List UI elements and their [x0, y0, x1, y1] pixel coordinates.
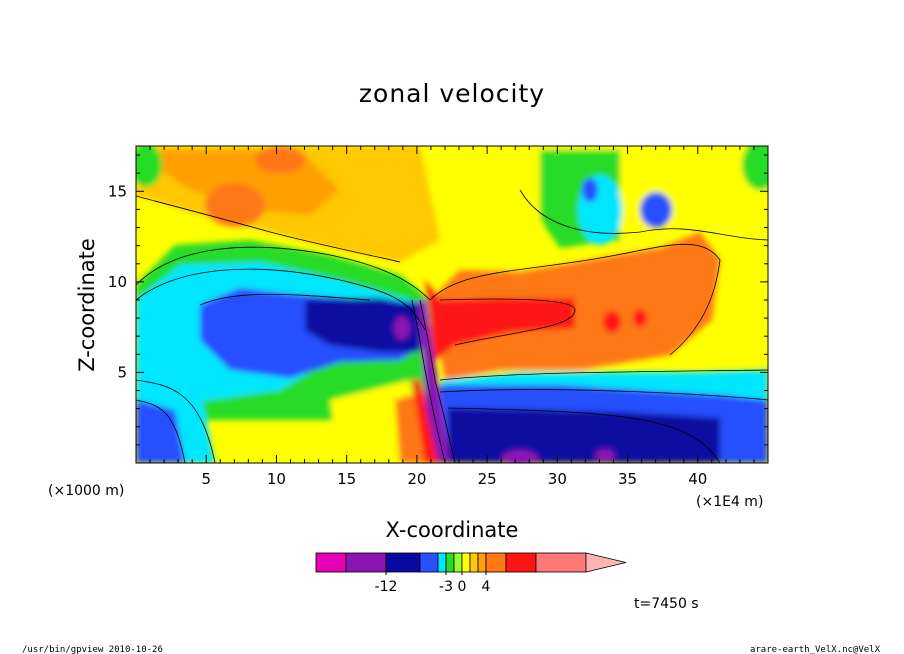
colorbar-box: [345, 552, 387, 573]
right-red-blob-2: [633, 309, 647, 327]
upper-right-blue-blob-2: [582, 178, 598, 202]
jump-red-strip: [412, 380, 438, 463]
chart-title: zonal velocity: [359, 79, 545, 108]
jump-purple-strip: [418, 300, 450, 463]
right-purple-blob-2: [595, 449, 615, 461]
colorbar-box: [461, 552, 471, 573]
y-tick-label: 10: [108, 273, 127, 291]
upper-right-blue-blob-1: [640, 192, 672, 228]
upper-right-green-blob: [742, 146, 768, 190]
upper-orange-blob: [205, 183, 265, 227]
lower-left-blue-region: [136, 400, 185, 463]
footer-left: /usr/bin/gpview 2010-10-26: [22, 645, 163, 654]
x-axis-label: X-coordinate: [386, 518, 519, 542]
left-darkblue-core: [305, 298, 420, 352]
x-tick-label: 20: [407, 470, 426, 488]
axis-ticks: 5 10 15 20 25 30 35 40 5 10 15: [108, 146, 768, 488]
colorbar-tick-label: -3: [439, 579, 453, 595]
colorbar-box: [315, 552, 347, 573]
colorbar-tick-label: -12: [375, 579, 398, 595]
plot-frame: [135, 145, 769, 464]
colorbar-box: [535, 552, 587, 573]
colorbar-tick-label: 4: [482, 579, 491, 595]
time-annotation: t=7450 s: [634, 596, 699, 612]
colorbar-box: [477, 552, 487, 573]
right-red-blob-1: [603, 311, 621, 333]
x-tick-label: 35: [618, 470, 637, 488]
right-purple-blob: [502, 450, 538, 463]
x-tick-label: 25: [478, 470, 497, 488]
y-scale-label: (×1000 m): [48, 483, 124, 499]
colorbar-box: [469, 552, 479, 573]
right-darkblue-core: [448, 408, 720, 463]
colorbar-box: [505, 552, 537, 573]
y-tick-label: 5: [117, 363, 127, 381]
x-scale-label: (×1E4 m): [696, 494, 763, 510]
velocity-field: [136, 146, 768, 463]
top-orange-blob: [255, 146, 305, 174]
x-tick-label: 10: [267, 470, 286, 488]
colorbar-extend-arrow: [585, 552, 627, 573]
colorbar-tick-label: 0: [458, 579, 467, 595]
footer-right: arare-earth_VelX.nc@VelX: [750, 645, 881, 654]
x-tick-label: 15: [337, 470, 356, 488]
x-tick-label: 5: [201, 470, 211, 488]
colorbar-box: [445, 552, 455, 573]
x-tick-label: 40: [688, 470, 707, 488]
colorbar-box: [385, 552, 421, 573]
colorbar-box: [437, 552, 447, 573]
colorbar-box: [419, 552, 439, 573]
colorbar-box: [485, 552, 507, 573]
colorbar-box: [453, 552, 463, 573]
x-tick-label: 30: [548, 470, 567, 488]
y-tick-label: 15: [108, 182, 127, 200]
colorbar: -12 -3 0 4: [315, 552, 627, 595]
y-axis-label: Z-coordinate: [75, 238, 99, 372]
left-purple-blob: [394, 316, 410, 340]
upper-left-green-blob: [136, 146, 162, 187]
contour-lines: [136, 189, 768, 463]
